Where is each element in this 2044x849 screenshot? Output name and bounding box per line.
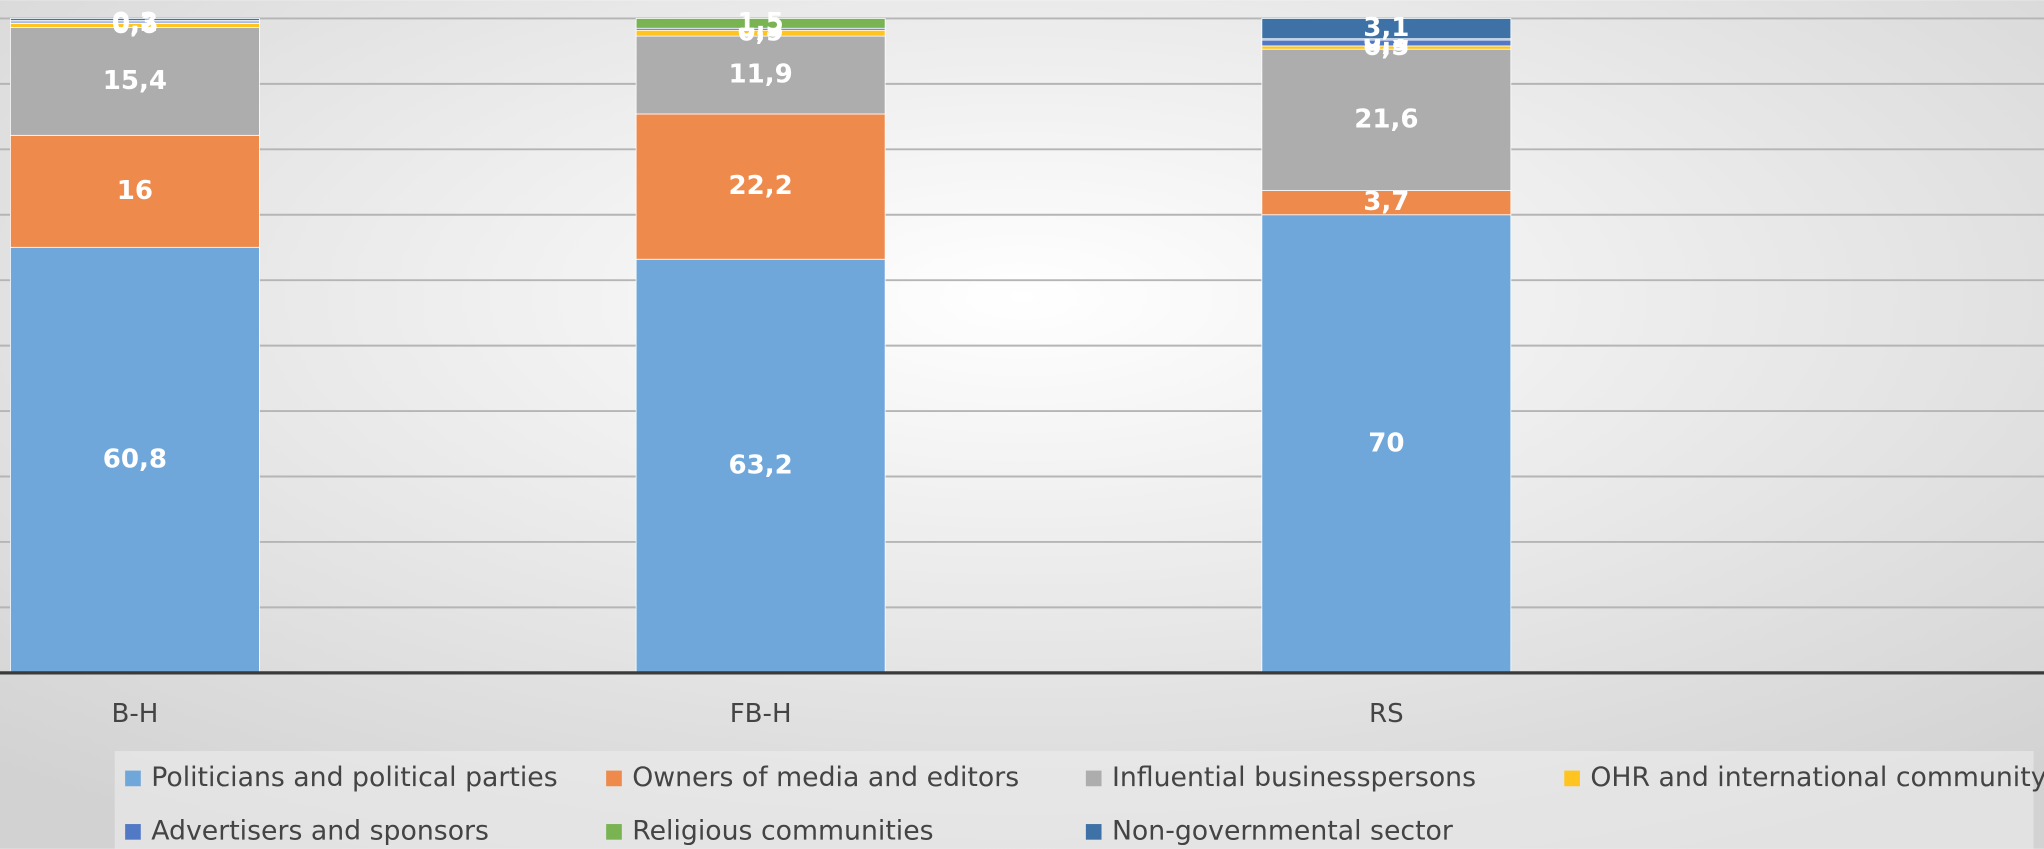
legend-label: Non-governmental sector — [1112, 815, 1453, 846]
data-label: 22,2 — [728, 171, 792, 201]
bar-segment — [635, 113, 886, 260]
data-label: 21,6 — [1354, 104, 1418, 134]
data-label: 0,2 — [112, 8, 158, 38]
bar-segment — [10, 27, 260, 136]
data-label: 70 — [1368, 428, 1404, 458]
bar-segment — [10, 246, 260, 674]
legend-label: OHR and international community — [1590, 762, 2044, 793]
legend-swatch — [125, 824, 141, 840]
legend-swatch — [1564, 770, 1580, 787]
data-label: 15,4 — [103, 66, 167, 96]
legend-swatch — [606, 770, 622, 787]
data-label: 0,6 — [112, 10, 158, 40]
legend-box — [114, 751, 2034, 849]
bar-segment — [10, 134, 260, 248]
legend-swatch — [606, 824, 622, 840]
legend-swatch — [1085, 824, 1102, 840]
bar-segment — [10, 18, 260, 21]
data-label: 1,5 — [738, 8, 784, 38]
bar-segment — [1261, 18, 1512, 40]
legend-swatch — [1085, 770, 1102, 787]
x-tick-label: RS — [1369, 699, 1404, 729]
bar-segment — [1261, 190, 1512, 216]
x-tick-label: FB-H — [730, 699, 792, 729]
data-label: 0,3 — [112, 8, 158, 38]
legend-label: Owners of media and editors — [632, 762, 1019, 793]
data-label: 3,7 — [1363, 187, 1409, 217]
legend-swatch — [125, 770, 141, 787]
data-label: 16 — [117, 176, 153, 206]
legend-label: Influential businesspersons — [1112, 762, 1476, 793]
data-label: 0,2 — [112, 8, 158, 38]
data-label: 60,8 — [103, 445, 167, 475]
legend-label: Advertisers and sponsors — [151, 815, 489, 846]
legend-label: Religious communities — [632, 815, 933, 846]
data-label: 63,2 — [728, 451, 792, 481]
bar-segment — [635, 18, 886, 29]
bar-segment — [635, 35, 886, 115]
legend-label: Politicians and political parties — [151, 762, 557, 793]
bar-segment — [1261, 214, 1512, 674]
bar-segment — [1261, 48, 1512, 191]
data-label: 11,9 — [728, 60, 792, 90]
data-label: 3,1 — [1363, 13, 1409, 43]
x-tick-label: B-H — [111, 699, 158, 729]
